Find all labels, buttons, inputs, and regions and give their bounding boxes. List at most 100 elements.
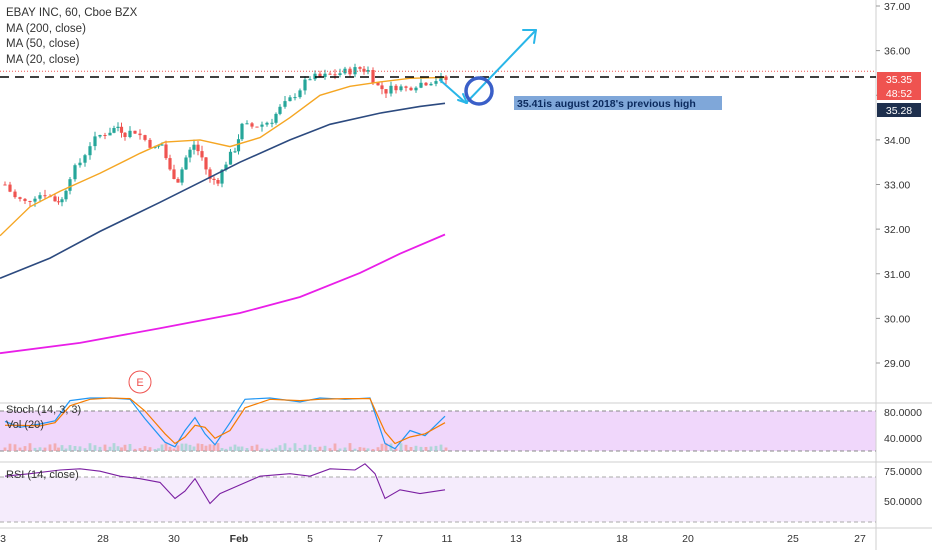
- volume-bar: [68, 445, 72, 451]
- candle-body: [13, 191, 17, 198]
- candle-body: [376, 82, 380, 86]
- volume-bar: [376, 447, 380, 451]
- candle-body: [328, 73, 332, 75]
- symbol-title[interactable]: EBAY INC, 60, Cboe BZX: [6, 7, 138, 19]
- candle-body: [283, 101, 287, 107]
- price-tick-label: 37.00: [884, 1, 910, 13]
- volume-bar: [23, 446, 27, 451]
- volume-bar: [439, 444, 443, 451]
- volume-bar: [212, 444, 216, 451]
- target-circle[interactable]: [464, 76, 494, 106]
- candle-body: [18, 197, 22, 199]
- earnings-marker[interactable]: [128, 370, 152, 394]
- candle-body: [358, 67, 362, 69]
- price-axis[interactable]: 37.0036.0035.0034.0033.0032.0031.0030.00…: [876, 1, 922, 508]
- volume-bar: [38, 447, 42, 451]
- arrow-path: [439, 29, 537, 104]
- candle-body: [353, 67, 357, 75]
- volume-bar: [128, 444, 132, 451]
- volume-bar: [233, 444, 237, 451]
- candle-body: [38, 195, 42, 199]
- volume-bar: [180, 443, 184, 451]
- vol-label[interactable]: Vol (20): [6, 419, 44, 431]
- annotation-box[interactable]: [514, 96, 722, 110]
- candle-body: [212, 178, 216, 180]
- rsi-label[interactable]: RSI (14, close): [6, 469, 79, 481]
- arrow-head: [457, 93, 468, 104]
- volume-bar: [353, 448, 357, 451]
- candle-body: [192, 144, 196, 150]
- volume-bar: [112, 443, 116, 451]
- candle-body: [394, 85, 398, 91]
- candle-body: [288, 97, 292, 102]
- countdown-value: 48:52: [886, 88, 912, 100]
- volume-bar: [220, 448, 224, 451]
- time-tick-label: 5: [307, 533, 313, 545]
- candle-body: [60, 199, 64, 203]
- volume-bar: [116, 446, 120, 451]
- ma-price-value: 35.28: [886, 105, 912, 117]
- volume-bar: [18, 447, 22, 451]
- volume-bar: [394, 448, 398, 451]
- volume-bar: [168, 446, 172, 451]
- volume-bar: [313, 447, 317, 451]
- legend-ma50[interactable]: MA (50, close): [6, 38, 80, 50]
- volume-bar: [366, 448, 370, 451]
- candle-body: [236, 139, 241, 152]
- candle-body: [389, 85, 393, 94]
- candle-body: [23, 198, 27, 201]
- time-tick-label: 20: [682, 533, 694, 545]
- candle-body: [184, 157, 188, 170]
- volume-bar: [196, 443, 200, 451]
- volume-bar: [28, 443, 32, 451]
- volume-bar: [237, 446, 240, 451]
- time-tick-label: 28: [97, 533, 109, 545]
- moving-averages: [0, 76, 446, 355]
- chart-legend: EBAY INC, 60, Cboe BZX MA (200, close) M…: [6, 6, 137, 68]
- rsi-line: [4, 463, 446, 505]
- candle-body: [424, 82, 428, 86]
- candle-body: [160, 144, 164, 146]
- volume-bar: [60, 445, 64, 451]
- volume-bar: [328, 448, 332, 451]
- candle-body: [318, 73, 322, 77]
- volume-bar: [358, 447, 362, 451]
- candle-body: [439, 76, 443, 82]
- time-tick-label: 13: [510, 533, 522, 545]
- candle-body: [88, 146, 92, 156]
- time-tick-label: 11: [442, 533, 453, 545]
- volume-bar: [434, 445, 438, 451]
- volume-bar: [13, 444, 17, 451]
- volume-bar: [270, 448, 274, 451]
- time-axis[interactable]: 3 28 30 Feb 5 7 11 13 18 20 25 27: [0, 533, 866, 545]
- countdown-badge: [877, 86, 921, 100]
- legend-ma20[interactable]: MA (20, close): [6, 53, 80, 66]
- stoch-tick-label: 80.0000: [884, 407, 922, 419]
- price-tick-label: 34.00: [884, 135, 910, 147]
- volume-bar: [164, 443, 168, 451]
- volume-bar: [444, 447, 448, 451]
- candle-body: [409, 87, 413, 91]
- candle-body: [270, 122, 274, 124]
- volume-bar: [120, 447, 123, 451]
- volume-bar: [98, 446, 102, 451]
- volume-bar: [33, 447, 37, 451]
- candle-body: [188, 149, 192, 158]
- ma-price-badge: [877, 103, 921, 117]
- last-price-badge: [877, 72, 921, 86]
- time-tick-label: Feb: [230, 533, 249, 545]
- candle-body: [108, 132, 112, 136]
- candle-body: [93, 136, 97, 147]
- candle-body: [224, 164, 228, 170]
- candle-body: [371, 70, 375, 83]
- candle-body: [444, 76, 448, 80]
- projection-arrow[interactable]: [439, 29, 537, 104]
- time-tick-label: 25: [787, 533, 799, 545]
- candle-body: [220, 169, 224, 184]
- candle-body: [56, 201, 61, 203]
- annotation-text[interactable]: 35.41is august 2018's previous high: [517, 98, 696, 110]
- volume-bar: [323, 445, 327, 451]
- legend-ma200[interactable]: MA (200, close): [6, 22, 86, 35]
- stoch-label[interactable]: Stoch (14, 3, 3): [6, 404, 82, 416]
